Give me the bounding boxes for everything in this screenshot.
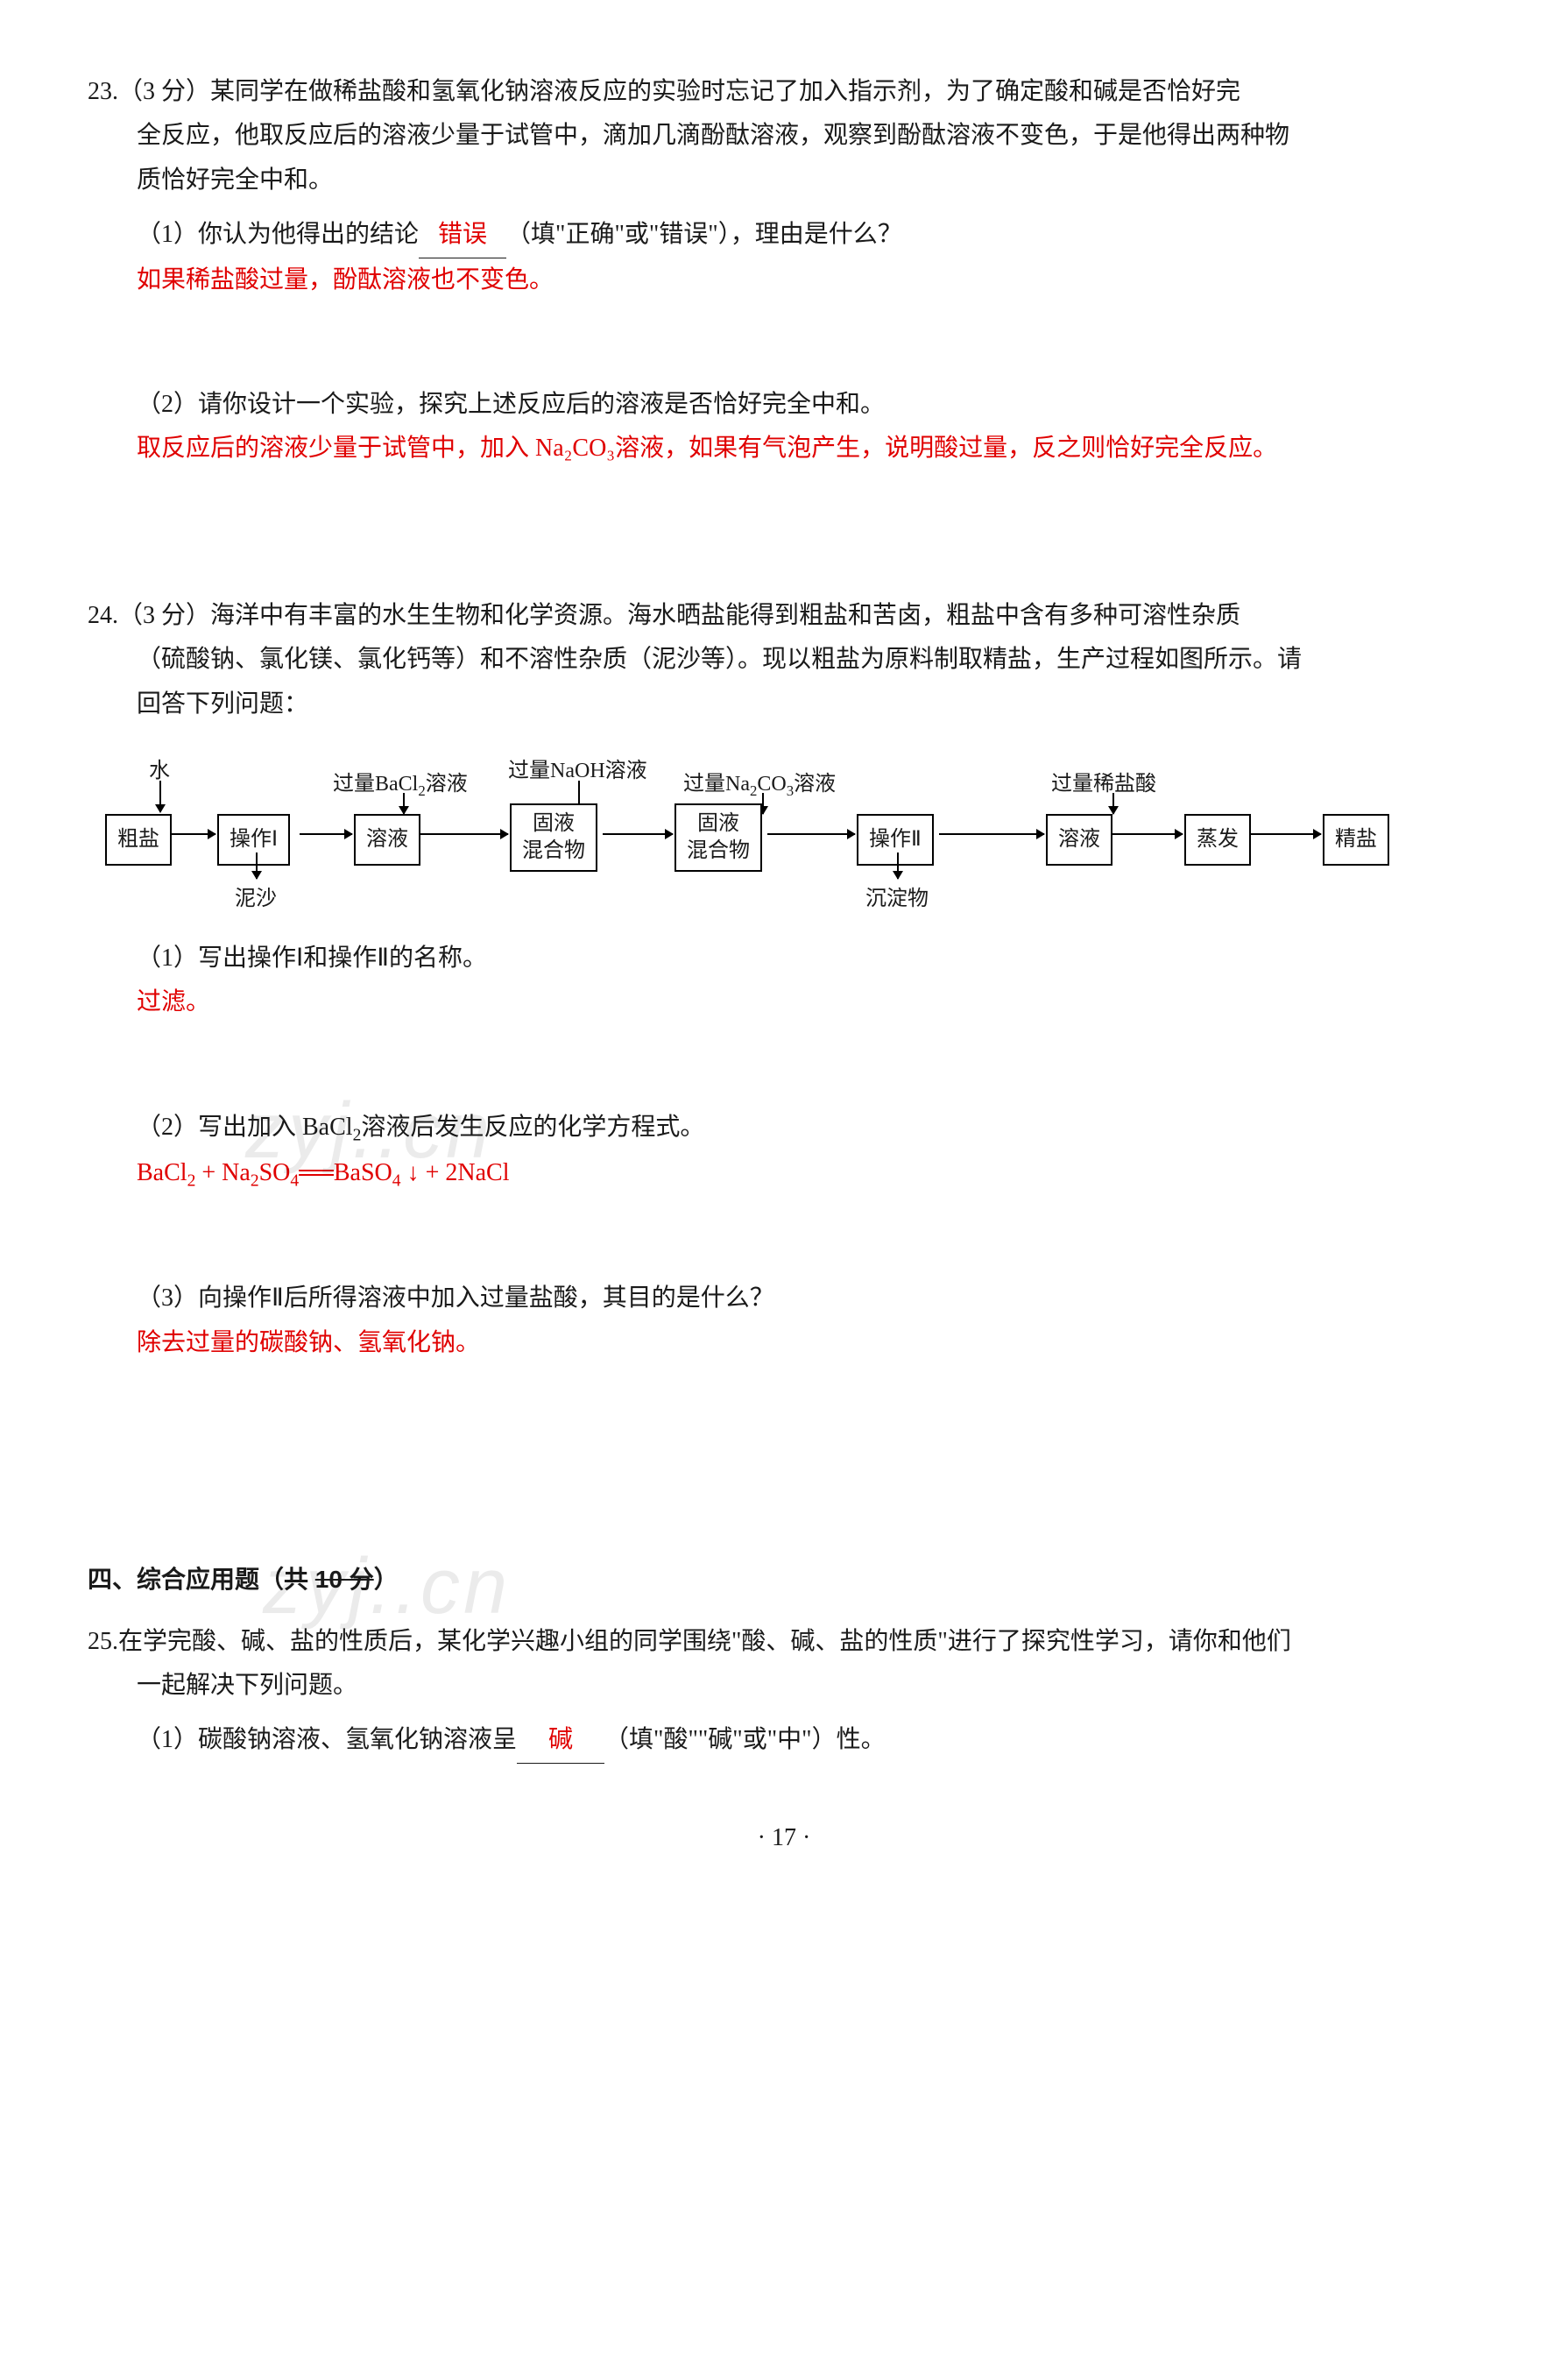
- flow-mud-label: 泥沙: [235, 881, 277, 918]
- q24-ans3: 除去过量的碳酸钠、氢氧化钠。: [88, 1321, 1480, 1365]
- q24-number: 24.: [88, 602, 118, 629]
- flow-refined: 精盐: [1323, 814, 1389, 866]
- q25-sub1: （1）碳酸钠溶液、氢氧化钠溶液呈碱（填"酸""碱"或"中"）性。: [88, 1718, 1480, 1763]
- q23-ans1: 如果稀盐酸过量，酚酞溶液也不变色。: [88, 258, 1480, 302]
- q23-sub1-pre: （1）你认为他得出的结论: [137, 221, 419, 248]
- arrow-mud: [256, 853, 258, 879]
- flow-bacl2-label: 过量BaCl2溶液: [333, 766, 468, 804]
- q24-stem-line2: （硫酸钠、氯化镁、氯化钙等）和不溶性杂质（泥沙等）。现以粗盐为原料制取精盐，生产…: [88, 638, 1480, 682]
- q24-stem-line1: 海洋中有丰富的水生生物和化学资源。海水晒盐能得到粗盐和苦卤，粗盐中含有多种可溶性…: [210, 602, 1240, 629]
- page-number: · 17 ·: [88, 1816, 1480, 1860]
- q25-stem-line1: 在学完酸、碱、盐的性质后，某化学兴趣小组的同学围绕"酸、碱、盐的性质"进行了探究…: [118, 1628, 1291, 1655]
- arrow-water: [159, 781, 161, 812]
- flow-hcl-label: 过量稀盐酸: [1051, 766, 1156, 803]
- arrow-6: [939, 833, 1044, 835]
- arrow-hcl: [1112, 793, 1114, 814]
- q25-sub1-blank: 碱: [517, 1718, 604, 1763]
- q24-ans1: 过滤。: [88, 980, 1480, 1024]
- q23-sub1-blank: 错误: [419, 213, 506, 258]
- q23-stem-line2: 全反应，他取反应后的溶液少量于试管中，滴加几滴酚酞溶液，观察到酚酞溶液不变色，于…: [88, 114, 1480, 158]
- flow-diagram: 水 过量BaCl2溶液 过量NaOH溶液 过量Na2CO3溶液 过量稀盐酸 粗盐…: [105, 753, 1480, 910]
- q25-sub1-post: （填"酸""碱"或"中"）性。: [604, 1726, 886, 1753]
- question-23: 23.（3 分）某同学在做稀盐酸和氢氧化钠溶液反应的实验时忘记了加入指示剂，为了…: [88, 70, 1480, 471]
- q24-points: （3 分）: [118, 602, 210, 629]
- q23-stem: 23.（3 分）某同学在做稀盐酸和氢氧化钠溶液反应的实验时忘记了加入指示剂，为了…: [88, 70, 1480, 114]
- arrow-na2co3: [762, 793, 764, 814]
- q24-ans2: BaCl2 + Na2SO4══BaSO4 ↓ + 2NaCl: [88, 1151, 1480, 1197]
- section-4-title: 四、综合应用题（共 10 分）: [88, 1558, 1480, 1602]
- arrow-bacl2: [403, 793, 405, 814]
- q23-stem-line1: 某同学在做稀盐酸和氢氧化钠溶液反应的实验时忘记了加入指示剂，为了确定酸和碱是否恰…: [210, 78, 1240, 105]
- q23-sub1-post: （填"正确"或"错误"），理由是什么？: [506, 221, 902, 248]
- arrow-5: [767, 833, 855, 835]
- arrow-3: [420, 833, 508, 835]
- question-24: 24.（3 分）海洋中有丰富的水生生物和化学资源。海水晒盐能得到粗盐和苦卤，粗盐…: [88, 594, 1480, 1365]
- arrow-4: [603, 833, 673, 835]
- flow-evap: 蒸发: [1184, 814, 1251, 866]
- flow-op1: 操作Ⅰ: [217, 814, 290, 866]
- flow-solid1: 固液混合物: [510, 803, 597, 872]
- flow-solid2: 固液混合物: [675, 803, 762, 872]
- q25-sub1-pre: （1）碳酸钠溶液、氢氧化钠溶液呈: [137, 1726, 517, 1753]
- arrow-8: [1251, 833, 1321, 835]
- q23-sub1: （1）你认为他得出的结论错误（填"正确"或"错误"），理由是什么？: [88, 213, 1480, 258]
- q23-ans2: 取反应后的溶液少量于试管中，加入 Na₂CO₃溶液，如果有气泡产生，说明酸过量，…: [88, 427, 1480, 470]
- flow-solution1: 溶液: [354, 814, 420, 866]
- flow-crude-salt: 粗盐: [105, 814, 172, 866]
- q23-number: 23.: [88, 78, 118, 105]
- q23-points: （3 分）: [118, 78, 210, 105]
- q24-sub2: （2）写出加入 BaCl2溶液后发生反应的化学方程式。: [88, 1106, 1480, 1151]
- flow-solution2: 溶液: [1046, 814, 1112, 866]
- flow-na2co3-label: 过量Na2CO3溶液: [683, 766, 836, 804]
- q25-number: 25.: [88, 1628, 118, 1655]
- q24-sub3: （3）向操作Ⅱ后所得溶液中加入过量盐酸，其目的是什么？: [88, 1277, 1480, 1320]
- page-container: 23.（3 分）某同学在做稀盐酸和氢氧化钠溶液反应的实验时忘记了加入指示剂，为了…: [88, 70, 1480, 1860]
- q23-sub2: （2）请你设计一个实验，探究上述反应后的溶液是否恰好完全中和。: [88, 383, 1480, 427]
- q25-stem: 25.在学完酸、碱、盐的性质后，某化学兴趣小组的同学围绕"酸、碱、盐的性质"进行…: [88, 1620, 1480, 1664]
- q24-sub1: （1）写出操作Ⅰ和操作Ⅱ的名称。: [88, 937, 1480, 980]
- arrow-2: [300, 833, 352, 835]
- flow-precip-label: 沉淀物: [865, 881, 929, 918]
- q23-stem-line3: 质恰好完全中和。: [88, 159, 1480, 202]
- q24-stem: 24.（3 分）海洋中有丰富的水生生物和化学资源。海水晒盐能得到粗盐和苦卤，粗盐…: [88, 594, 1480, 638]
- arrow-1: [172, 833, 215, 835]
- q25-stem-line2: 一起解决下列问题。: [88, 1664, 1480, 1708]
- flow-op2: 操作Ⅱ: [857, 814, 934, 866]
- question-25: 25.在学完酸、碱、盐的性质后，某化学兴趣小组的同学围绕"酸、碱、盐的性质"进行…: [88, 1620, 1480, 1764]
- arrow-7: [1112, 833, 1183, 835]
- arrow-precip: [897, 853, 899, 879]
- q24-stem-line3: 回答下列问题：: [88, 683, 1480, 726]
